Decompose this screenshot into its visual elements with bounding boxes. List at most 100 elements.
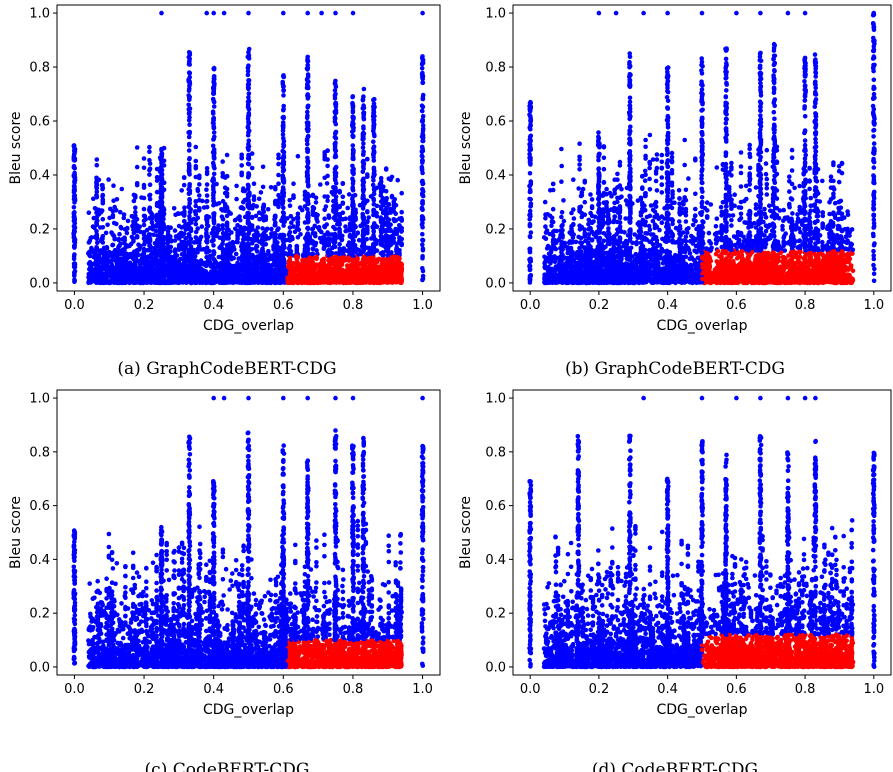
- data-point: [330, 245, 335, 251]
- data-point: [261, 204, 267, 209]
- data-point: [187, 156, 192, 162]
- data-point: [211, 76, 217, 82]
- data-point: [397, 238, 402, 244]
- data-point: [224, 273, 230, 278]
- data-point: [295, 153, 301, 159]
- data-point: [231, 244, 236, 250]
- data-point: [246, 105, 251, 111]
- data-point: [322, 175, 328, 181]
- data-point: [322, 232, 328, 238]
- data-point: [327, 271, 333, 277]
- data-point: [147, 196, 153, 202]
- data-point: [295, 211, 301, 217]
- data-point: [211, 130, 217, 135]
- data-point: [141, 255, 147, 261]
- data-point: [195, 186, 200, 192]
- data-point: [94, 270, 99, 276]
- data-point: [187, 279, 192, 285]
- data-point: [266, 251, 271, 256]
- data-point: [310, 239, 316, 244]
- data-point: [383, 167, 389, 172]
- data-point: [224, 278, 230, 284]
- data-point: [187, 216, 192, 222]
- data-point: [254, 249, 260, 254]
- data-point: [71, 184, 77, 189]
- data-point: [309, 272, 315, 278]
- data-point: [245, 226, 251, 232]
- data-point: [186, 249, 192, 255]
- data-point: [141, 206, 147, 212]
- data-point: [352, 192, 358, 198]
- data-point: [94, 193, 99, 198]
- data-point: [91, 196, 96, 202]
- data-point: [159, 193, 165, 198]
- data-point: [100, 233, 106, 239]
- data-point: [249, 214, 255, 220]
- data-point: [220, 223, 225, 228]
- data-point: [211, 233, 216, 238]
- data-point: [97, 264, 102, 270]
- data-point: [197, 182, 202, 187]
- data-point: [337, 221, 342, 226]
- data-point: [380, 250, 386, 255]
- data-point: [220, 230, 226, 236]
- data-point: [245, 204, 251, 209]
- data-point: [291, 181, 296, 186]
- data-point: [211, 280, 216, 285]
- data-point: [134, 164, 140, 170]
- data-point: [378, 240, 384, 246]
- data-point: [391, 217, 397, 222]
- data-point: [259, 236, 265, 242]
- data-point: [186, 148, 192, 153]
- data-point: [179, 246, 184, 252]
- data-point: [246, 91, 252, 96]
- data-point: [292, 229, 298, 235]
- data-point: [210, 109, 216, 114]
- data-point: [246, 130, 251, 135]
- data-point: [186, 70, 192, 75]
- data-point: [310, 246, 316, 251]
- data-point: [353, 249, 358, 254]
- data-point: [186, 204, 192, 210]
- data-point: [246, 55, 251, 60]
- data-point: [385, 223, 391, 229]
- data-point: [294, 248, 300, 253]
- data-point: [241, 186, 246, 191]
- data-point: [322, 152, 328, 158]
- data-point: [224, 234, 230, 239]
- data-point: [319, 229, 324, 235]
- data-point: [249, 262, 255, 267]
- data-point: [159, 236, 164, 242]
- data-point: [89, 279, 94, 285]
- data-point: [276, 181, 281, 186]
- data-point: [322, 194, 328, 199]
- data-point: [249, 223, 255, 228]
- data-point: [316, 224, 322, 230]
- data-point: [114, 276, 120, 281]
- data-point: [72, 277, 77, 283]
- data-point: [193, 217, 199, 223]
- data-point: [287, 225, 293, 230]
- data-point: [364, 236, 370, 242]
- data-point: [281, 107, 286, 113]
- data-point: [220, 226, 225, 231]
- data-point: [204, 273, 210, 278]
- data-point: [147, 279, 153, 285]
- data-point: [246, 138, 252, 143]
- data-point: [322, 267, 328, 273]
- data-point: [269, 226, 274, 232]
- data-point: [365, 226, 370, 232]
- data-point: [195, 226, 200, 231]
- data-point: [224, 186, 230, 192]
- data-point: [141, 156, 147, 161]
- data-point: [72, 245, 77, 250]
- data-point: [211, 99, 217, 105]
- data-point: [260, 226, 265, 231]
- data-point: [385, 264, 391, 270]
- data-point: [258, 190, 264, 195]
- data-point: [287, 243, 293, 249]
- data-point: [179, 211, 184, 216]
- data-point: [294, 267, 300, 273]
- data-point: [94, 229, 99, 234]
